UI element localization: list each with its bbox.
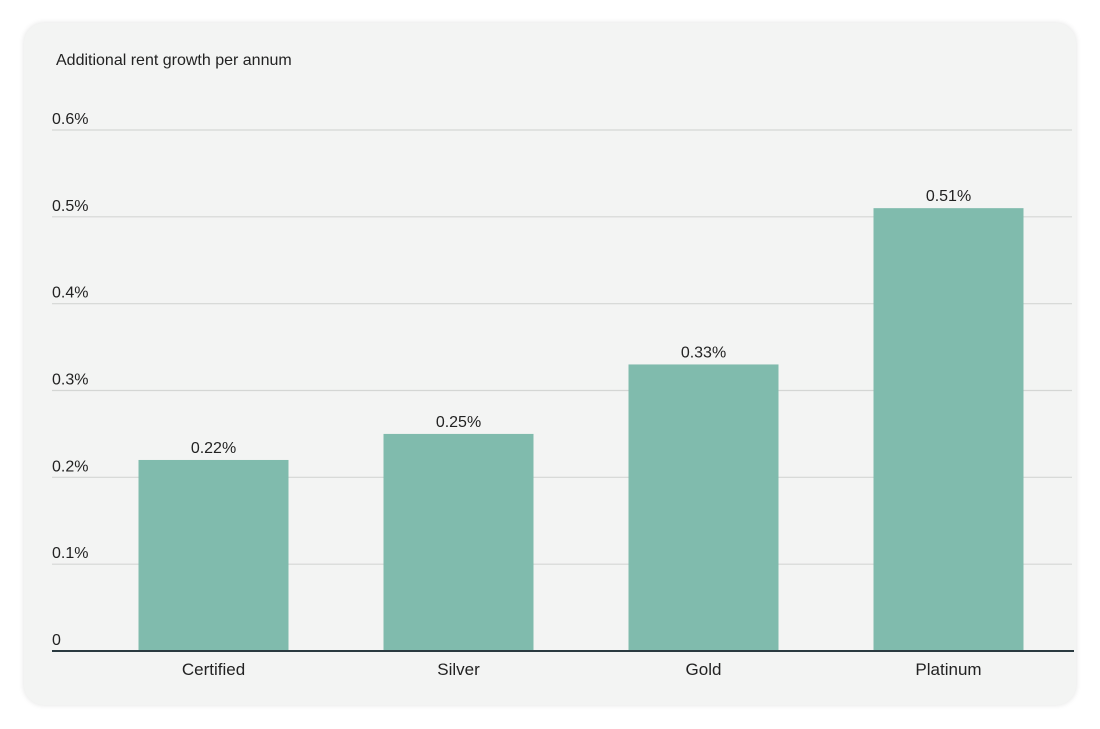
- x-tick-label: Silver: [437, 660, 480, 679]
- chart-title: Additional rent growth per annum: [56, 52, 292, 69]
- y-tick-label: 0.5%: [52, 198, 88, 215]
- y-tick-label: 0.3%: [52, 372, 88, 389]
- y-tick-label: 0.6%: [52, 111, 88, 128]
- bar-certified: [138, 459, 289, 651]
- bar-silver: [383, 433, 534, 651]
- bar-platinum: [873, 208, 1024, 651]
- y-tick-label: 0.1%: [52, 545, 88, 562]
- x-tick-label: Platinum: [915, 660, 981, 679]
- data-label: 0.51%: [926, 188, 971, 205]
- bar-gold: [628, 364, 779, 651]
- data-label: 0.22%: [191, 440, 236, 457]
- x-tick-label: Certified: [182, 660, 245, 679]
- data-label: 0.25%: [436, 414, 481, 431]
- y-tick-label: 0: [52, 632, 61, 649]
- x-tick-label: Gold: [686, 660, 722, 679]
- data-label: 0.33%: [681, 344, 726, 361]
- y-tick-label: 0.2%: [52, 458, 88, 475]
- y-tick-label: 0.4%: [52, 285, 88, 302]
